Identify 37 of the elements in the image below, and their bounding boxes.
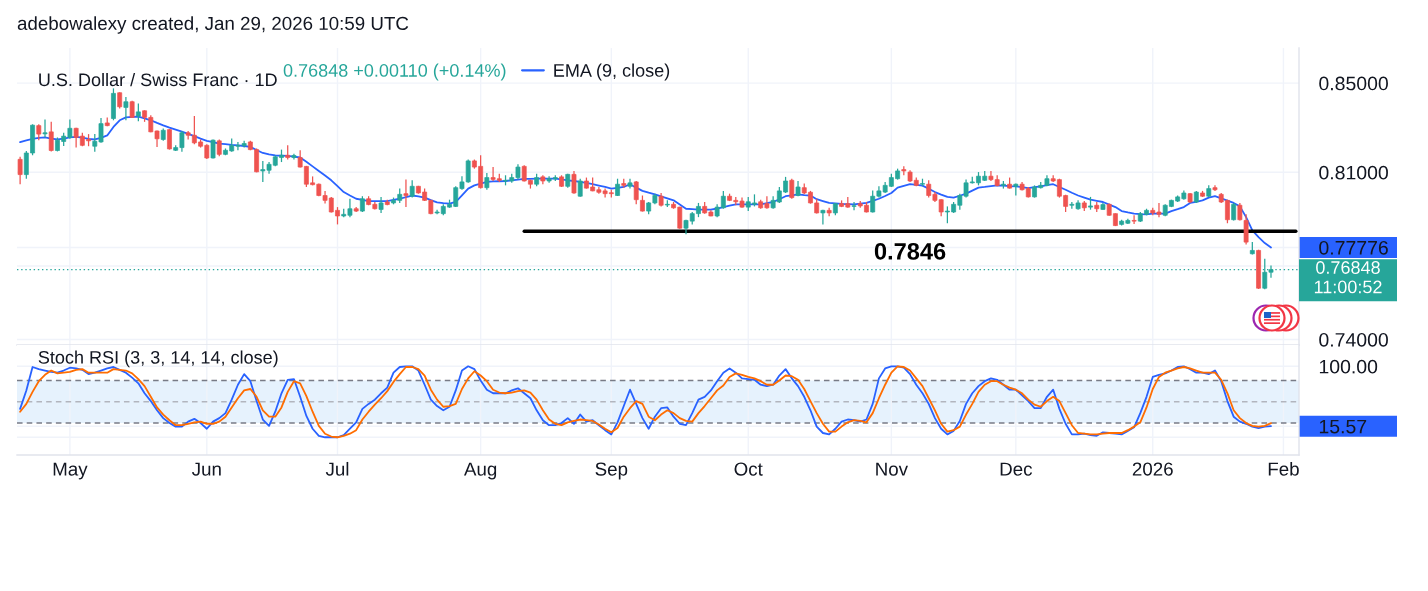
x-tick-label: Dec: [1000, 462, 1033, 476]
x-tick-label: Jul: [325, 461, 349, 476]
chart-title: Stoch RSI (3, 3, 14, 14, close): [38, 350, 278, 368]
x-tick-label: Jun: [191, 462, 221, 476]
y-tick-label: 100.00: [1319, 359, 1378, 374]
candlestick: [1131, 214, 1137, 225]
candlestick: [167, 128, 172, 151]
candlestick: [48, 121, 54, 153]
candlestick: [123, 96, 129, 121]
x-tick-label: Feb: [1268, 461, 1299, 476]
legend-label: EMA (9, close): [554, 63, 670, 81]
candlestick: [571, 170, 577, 195]
x-tick-label: Sep: [595, 462, 628, 480]
text: 0.76848 +0.00110 (+0.14%): [283, 63, 506, 81]
candlestick: [403, 178, 409, 208]
candlestick: [1243, 213, 1249, 246]
candlestick: [789, 178, 795, 200]
text: U.S. Dollar / Swiss Franc · 1D: [39, 72, 277, 87]
candlestick: [17, 156, 23, 185]
x-tick-label: May: [53, 462, 88, 480]
candlestick: [633, 180, 639, 205]
x-tick-label: Oct: [734, 462, 763, 476]
candlestick: [820, 209, 826, 226]
text: adebowalexy created, Jan 29, 2026 10:59 UTC: [17, 16, 409, 34]
y-tick-label: 0.85000: [1319, 76, 1388, 91]
annotation: 0.7846: [874, 242, 946, 260]
candlestick: [210, 138, 216, 160]
y-tick-label: 0.81000: [1319, 165, 1388, 180]
y-tick-label: 0.77776: [1319, 240, 1388, 255]
x-tick-label: 2026: [1132, 462, 1173, 476]
y-tick-label: 0.74000: [1319, 332, 1388, 347]
ref-line-label: 0.76848 11:00:52: [1314, 261, 1382, 294]
y-tick-label: 15.57: [1319, 419, 1367, 434]
x-tick-label: Nov: [876, 462, 908, 476]
candlestick: [42, 118, 48, 139]
candlestick: [851, 201, 857, 211]
x-tick-label: Aug: [463, 462, 497, 480]
